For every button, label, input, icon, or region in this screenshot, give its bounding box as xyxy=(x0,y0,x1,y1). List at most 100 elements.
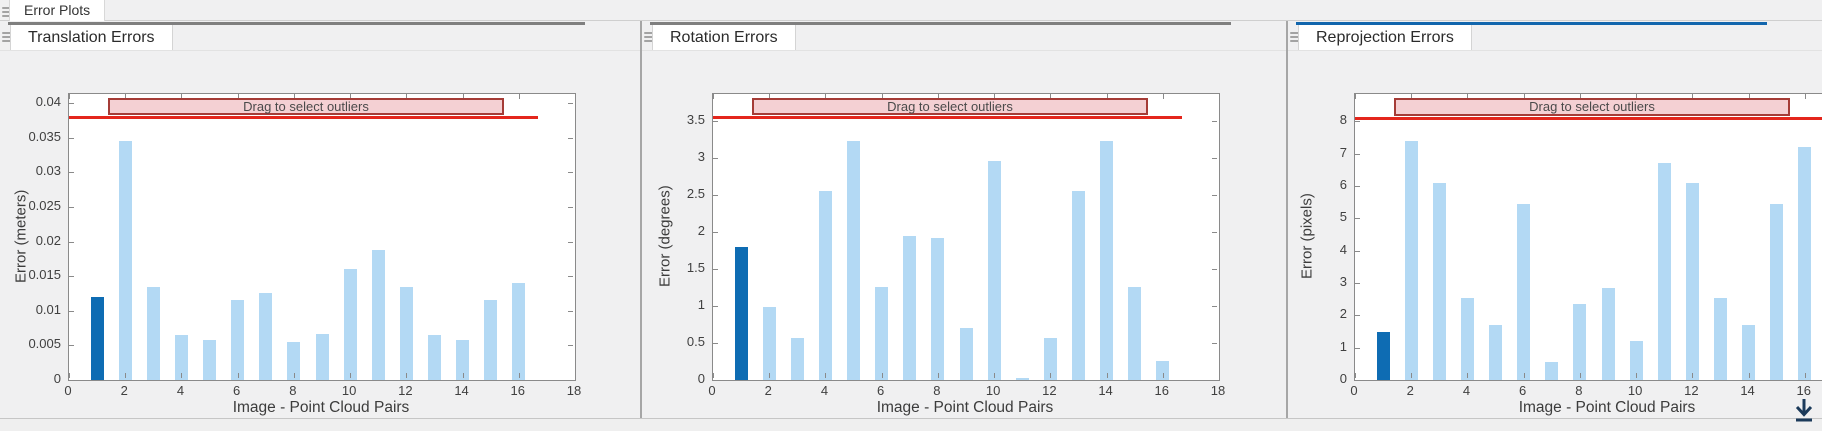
x-tick-mark-top xyxy=(825,94,827,99)
x-tick-label: 12 xyxy=(398,383,413,398)
y-tick-label: 1 xyxy=(1339,338,1347,354)
x-tick-mark xyxy=(1748,373,1750,378)
panel-grip-icon[interactable] xyxy=(1290,30,1300,44)
plot-box[interactable]: Drag to select outliers xyxy=(68,93,576,381)
y-tick-label: 6 xyxy=(1339,177,1347,193)
panel-grip-icon[interactable] xyxy=(2,30,12,44)
x-tick-mark xyxy=(350,373,352,378)
y-tick-label: 2.5 xyxy=(686,185,705,201)
bar-pair-14 xyxy=(1100,141,1114,380)
y-tick-mark-right xyxy=(1212,194,1217,196)
x-tick-mark xyxy=(406,373,408,378)
x-tick-mark-top xyxy=(69,94,70,99)
y-tick-mark-right xyxy=(568,345,573,347)
window-tab-bar: Error Plots xyxy=(0,0,1822,21)
bar-pair-9 xyxy=(315,333,329,380)
y-tick-mark-right xyxy=(568,310,573,312)
y-tick-label: 0 xyxy=(1339,371,1347,386)
tab-error-plots[interactable]: Error Plots xyxy=(9,0,106,21)
x-tick-label: 10 xyxy=(985,383,1001,398)
x-tick-mark-top xyxy=(350,94,352,99)
y-tick-label: 2 xyxy=(697,222,705,238)
x-tick-mark-top xyxy=(181,94,183,99)
x-tick-mark-top xyxy=(769,94,771,99)
y-tick-label: 8 xyxy=(1339,112,1347,128)
x-tick-mark-top xyxy=(1050,94,1052,99)
y-tick-mark-right xyxy=(1212,231,1217,233)
x-tick-label: 2 xyxy=(120,383,128,398)
y-tick-label: 7 xyxy=(1339,144,1347,160)
y-tick-mark xyxy=(69,172,74,174)
y-tick-mark-right xyxy=(568,103,573,104)
y-tick-mark xyxy=(69,206,74,208)
bar-pair-5 xyxy=(847,141,861,380)
outlier-threshold-line xyxy=(69,115,538,119)
panel-grip-icon[interactable] xyxy=(644,30,654,44)
y-tick-label: 0.025 xyxy=(28,197,61,213)
bar-pair-10 xyxy=(987,161,1001,380)
outlier-selection-band[interactable]: Drag to select outliers xyxy=(108,98,504,115)
x-axis-title: Image - Point Cloud Pairs xyxy=(1518,399,1696,416)
x-tick-label: 8 xyxy=(933,383,941,398)
x-tick-mark-top xyxy=(125,94,127,99)
x-tick-mark xyxy=(1106,373,1108,378)
bar-pair-6 xyxy=(875,287,889,380)
x-tick-mark-top xyxy=(1692,94,1694,99)
bar-pair-11 xyxy=(1657,163,1671,380)
y-tick-mark xyxy=(69,276,74,278)
bar-pair-12 xyxy=(399,286,413,380)
x-tick-mark xyxy=(1219,373,1220,378)
plot-box[interactable]: Drag to select outliers xyxy=(712,93,1220,381)
bar-pair-16 xyxy=(1798,147,1812,380)
window-grip-icon[interactable] xyxy=(2,5,12,19)
bar-pair-4 xyxy=(174,335,188,380)
plot-box[interactable]: Drag to select outliers xyxy=(1354,93,1822,381)
x-tick-mark xyxy=(1411,373,1413,378)
x-tick-mark-top xyxy=(937,94,939,99)
figure-tab-translation-errors[interactable]: Translation Errors xyxy=(10,25,173,50)
x-tick-label: 6 xyxy=(233,383,241,398)
x-tick-mark-top xyxy=(1636,94,1638,99)
figure-tiles: Translation Errors Error (meters) Drag to … xyxy=(0,20,1822,418)
y-tick-label: 1.5 xyxy=(686,259,705,275)
dock-figure-icon[interactable] xyxy=(1791,396,1817,424)
figure-tab-accent xyxy=(8,22,585,25)
figure-tab-reprojection-errors[interactable]: Reprojection Errors xyxy=(1298,25,1472,50)
outlier-selection-band[interactable]: Drag to select outliers xyxy=(752,98,1148,115)
outlier-selection-band[interactable]: Drag to select outliers xyxy=(1394,98,1790,116)
y-tick-mark xyxy=(69,380,74,381)
tab-row-separator xyxy=(642,50,1286,51)
tab-row-separator xyxy=(1288,50,1822,51)
x-tick-mark-top xyxy=(237,94,239,99)
x-tick-label: 18 xyxy=(566,383,582,398)
x-tick-label: 0 xyxy=(708,383,716,398)
tab-row-separator xyxy=(0,50,640,51)
figure-tab-rotation-errors[interactable]: Rotation Errors xyxy=(652,25,796,50)
x-tick-label: 4 xyxy=(176,383,185,398)
y-tick-mark xyxy=(1355,380,1360,381)
x-tick-label: 18 xyxy=(1210,383,1226,398)
bar-pair-13 xyxy=(427,335,441,380)
x-tick-mark xyxy=(1523,373,1525,378)
x-axis-title: Image - Point Cloud Pairs xyxy=(232,399,410,416)
x-tick-mark-top xyxy=(406,94,408,99)
figure-tab-accent xyxy=(1296,22,1767,25)
bar-pair-11 xyxy=(371,249,385,380)
y-tick-mark xyxy=(713,305,718,307)
x-tick-mark-top xyxy=(1355,94,1356,99)
bar-pair-15 xyxy=(1128,287,1142,380)
y-tick-mark-right xyxy=(1212,342,1217,344)
bar-pair-5 xyxy=(203,339,217,380)
x-tick-mark-top xyxy=(881,94,883,99)
x-tick-label: 12 xyxy=(1042,383,1057,398)
bar-pair-6 xyxy=(1517,203,1531,380)
outlier-threshold-line xyxy=(713,115,1182,119)
x-tick-mark-top xyxy=(1411,94,1413,99)
x-tick-mark-top xyxy=(462,94,464,99)
y-axis-label: Error (pixels) xyxy=(1298,193,1316,279)
x-tick-label: 0 xyxy=(64,383,72,398)
bar-pair-14 xyxy=(456,339,470,380)
bar-pair-8 xyxy=(1573,304,1587,380)
x-tick-mark-top xyxy=(1804,94,1806,99)
y-tick-mark-right xyxy=(1212,305,1217,307)
